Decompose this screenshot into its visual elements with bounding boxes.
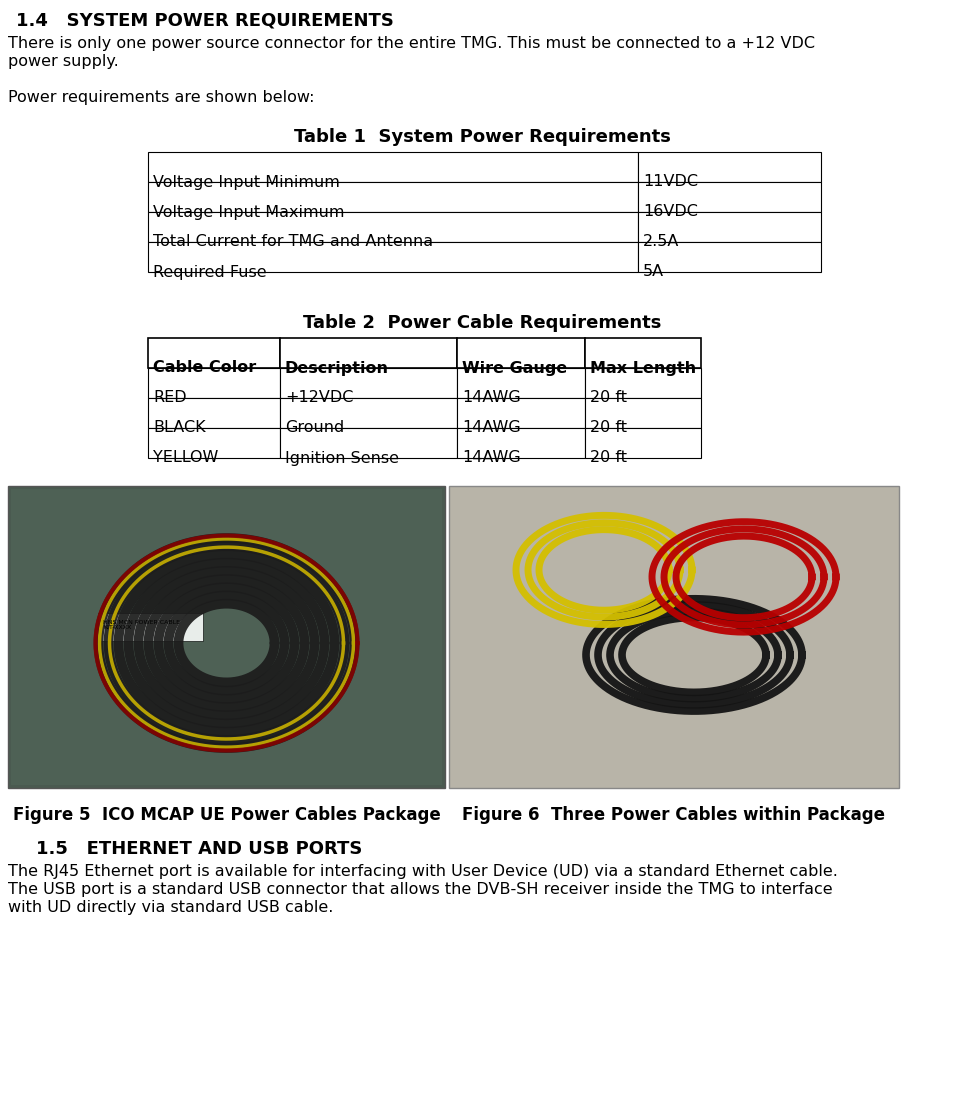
Bar <box>585 338 701 368</box>
Text: 1.4   SYSTEM POWER REQUIREMENTS: 1.4 SYSTEM POWER REQUIREMENTS <box>16 12 394 30</box>
Bar <box>638 212 821 242</box>
Bar <box>585 428 701 458</box>
Text: Cable Color: Cable Color <box>153 360 256 376</box>
Bar <box>148 152 638 182</box>
Bar <box>11 489 442 785</box>
Bar <box>98 613 203 641</box>
Bar <box>638 182 821 212</box>
Text: 14AWG: 14AWG <box>462 451 521 465</box>
Text: Table 1  System Power Requirements: Table 1 System Power Requirements <box>294 128 670 145</box>
Text: The RJ45 Ethernet port is available for interfacing with User Device (UD) via a : The RJ45 Ethernet port is available for … <box>8 864 838 879</box>
Text: Voltage Input Minimum: Voltage Input Minimum <box>153 174 340 190</box>
Text: 20 ft: 20 ft <box>590 390 627 406</box>
Bar <box>280 338 457 368</box>
Text: 20 ft: 20 ft <box>590 451 627 465</box>
Text: 11VDC: 11VDC <box>643 174 698 190</box>
Text: Figure 6  Three Power Cables within Package: Figure 6 Three Power Cables within Packa… <box>463 806 886 824</box>
Bar <box>457 428 585 458</box>
Text: with UD directly via standard USB cable.: with UD directly via standard USB cable. <box>8 900 334 915</box>
Text: 14AWG: 14AWG <box>462 421 521 435</box>
Text: RED: RED <box>153 390 187 406</box>
Text: Figure 5  ICO MCAP UE Power Cables Package: Figure 5 ICO MCAP UE Power Cables Packag… <box>13 806 441 824</box>
Bar <box>148 428 280 458</box>
Text: Required Fuse: Required Fuse <box>153 264 267 280</box>
Bar <box>457 338 585 368</box>
Text: Max Length: Max Length <box>590 360 696 376</box>
Text: Ignition Sense: Ignition Sense <box>285 451 399 465</box>
Bar <box>8 486 445 788</box>
Bar <box>148 368 280 398</box>
Text: 14AWG: 14AWG <box>462 390 521 406</box>
Bar <box>148 212 638 242</box>
Text: YELLOW: YELLOW <box>153 451 219 465</box>
Bar <box>148 242 638 272</box>
Text: power supply.: power supply. <box>8 54 119 69</box>
Bar <box>280 398 457 428</box>
Bar <box>457 368 585 398</box>
Text: Total Current for TMG and Antenna: Total Current for TMG and Antenna <box>153 235 433 249</box>
Text: 2.5A: 2.5A <box>643 235 680 249</box>
Bar <box>638 152 821 182</box>
Text: 1.5   ETHERNET AND USB PORTS: 1.5 ETHERNET AND USB PORTS <box>36 840 362 858</box>
Text: 20 ft: 20 ft <box>590 421 627 435</box>
Text: +12VDC: +12VDC <box>285 390 354 406</box>
Text: Table 2  Power Cable Requirements: Table 2 Power Cable Requirements <box>303 314 661 332</box>
Bar <box>148 398 280 428</box>
Bar <box>280 428 457 458</box>
Text: The USB port is a standard USB connector that allows the DVB-SH receiver inside : The USB port is a standard USB connector… <box>8 882 833 897</box>
Text: Wire Gauge: Wire Gauge <box>462 360 567 376</box>
Text: Voltage Input Maximum: Voltage Input Maximum <box>153 205 344 219</box>
Text: Power requirements are shown below:: Power requirements are shown below: <box>8 90 314 105</box>
Bar <box>280 368 457 398</box>
Text: BLACK: BLACK <box>153 421 205 435</box>
Text: Ground: Ground <box>285 421 344 435</box>
Bar <box>638 242 821 272</box>
Text: Description: Description <box>285 360 389 376</box>
Bar <box>457 398 585 428</box>
Bar <box>449 486 899 788</box>
Bar <box>585 368 701 398</box>
Text: HNS MCN POWER CABLE
KIT-XXXX: HNS MCN POWER CABLE KIT-XXXX <box>103 619 180 630</box>
Bar <box>148 182 638 212</box>
Text: There is only one power source connector for the entire TMG. This must be connec: There is only one power source connector… <box>8 36 815 51</box>
Bar <box>585 398 701 428</box>
Text: 16VDC: 16VDC <box>643 205 698 219</box>
Text: 5A: 5A <box>643 264 664 280</box>
Bar <box>148 338 280 368</box>
